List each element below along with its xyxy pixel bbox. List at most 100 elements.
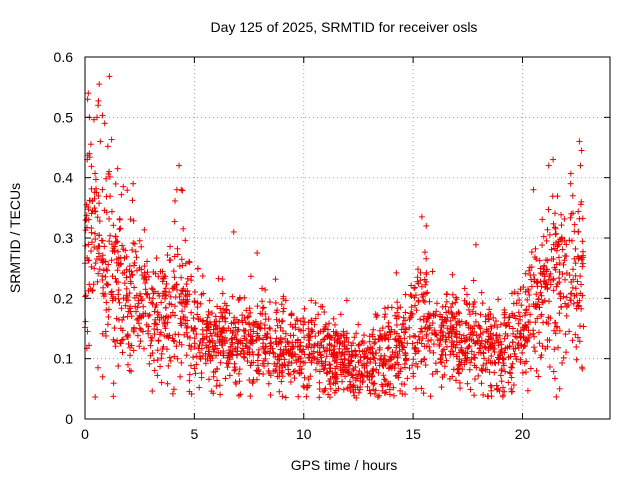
data-point bbox=[477, 325, 484, 332]
data-point bbox=[448, 309, 455, 316]
data-point bbox=[544, 257, 551, 264]
data-point bbox=[214, 333, 221, 340]
data-point bbox=[186, 342, 193, 349]
data-point bbox=[495, 386, 502, 393]
data-point bbox=[113, 238, 120, 245]
data-point bbox=[113, 278, 120, 285]
data-point bbox=[245, 313, 252, 320]
y-tick-label: 0.2 bbox=[54, 290, 74, 306]
data-point bbox=[415, 280, 422, 287]
data-point bbox=[104, 143, 111, 150]
data-point bbox=[458, 335, 465, 342]
data-point bbox=[225, 360, 232, 367]
data-point bbox=[193, 353, 200, 360]
data-point bbox=[279, 328, 286, 335]
data-point bbox=[191, 299, 198, 306]
data-point bbox=[465, 324, 472, 331]
data-point bbox=[142, 286, 149, 293]
data-point bbox=[267, 325, 274, 332]
data-point bbox=[397, 304, 404, 311]
data-point bbox=[418, 340, 425, 347]
data-point bbox=[552, 319, 559, 326]
data-point bbox=[512, 345, 519, 352]
data-point bbox=[325, 391, 332, 398]
data-point bbox=[574, 278, 581, 285]
data-point bbox=[251, 321, 258, 328]
data-point bbox=[406, 333, 413, 340]
data-point bbox=[119, 349, 126, 356]
data-point bbox=[246, 321, 253, 328]
data-point bbox=[290, 368, 297, 375]
data-point bbox=[259, 360, 266, 367]
data-point bbox=[171, 353, 178, 360]
data-point bbox=[236, 295, 243, 302]
data-point bbox=[561, 215, 568, 222]
data-point bbox=[278, 352, 285, 359]
data-point bbox=[421, 276, 428, 283]
data-point bbox=[414, 266, 421, 273]
data-point bbox=[486, 306, 493, 313]
data-point bbox=[155, 273, 162, 280]
data-point bbox=[228, 336, 235, 343]
data-point bbox=[176, 263, 183, 270]
data-point bbox=[308, 326, 315, 333]
data-point bbox=[172, 197, 179, 204]
data-point bbox=[260, 336, 267, 343]
data-point bbox=[463, 357, 470, 364]
data-point bbox=[422, 281, 429, 288]
data-point bbox=[567, 290, 574, 297]
data-point bbox=[163, 280, 170, 287]
data-point bbox=[194, 265, 201, 272]
data-point bbox=[563, 270, 570, 277]
data-point bbox=[532, 245, 539, 252]
data-point bbox=[158, 355, 165, 362]
data-point bbox=[235, 392, 242, 399]
data-point bbox=[541, 262, 548, 269]
data-point bbox=[182, 237, 189, 244]
data-point bbox=[354, 384, 361, 391]
data-point bbox=[126, 367, 133, 374]
data-point bbox=[445, 330, 452, 337]
data-point bbox=[411, 285, 418, 292]
data-point bbox=[355, 321, 362, 328]
data-point bbox=[177, 290, 184, 297]
data-point bbox=[169, 309, 176, 316]
data-point bbox=[368, 373, 375, 380]
data-point bbox=[132, 303, 139, 310]
data-point bbox=[235, 318, 242, 325]
y-tick-label: 0.3 bbox=[54, 230, 74, 246]
data-point bbox=[418, 385, 425, 392]
data-point bbox=[169, 285, 176, 292]
data-point bbox=[167, 293, 174, 300]
data-point bbox=[550, 368, 557, 375]
data-point bbox=[179, 187, 186, 194]
data-point bbox=[484, 393, 491, 400]
data-point bbox=[430, 341, 437, 348]
data-point bbox=[211, 318, 218, 325]
data-point bbox=[130, 180, 137, 187]
data-point bbox=[229, 293, 236, 300]
data-point bbox=[117, 325, 124, 332]
data-point bbox=[516, 297, 523, 304]
data-point bbox=[94, 214, 101, 221]
data-point bbox=[558, 211, 565, 218]
data-point bbox=[379, 360, 386, 367]
data-point bbox=[228, 335, 235, 342]
data-point bbox=[450, 351, 457, 358]
data-point bbox=[131, 240, 138, 247]
data-point bbox=[121, 280, 128, 287]
data-point bbox=[197, 315, 204, 322]
data-point bbox=[487, 382, 494, 389]
data-point bbox=[259, 305, 266, 312]
data-point bbox=[107, 232, 114, 239]
data-point bbox=[244, 314, 251, 321]
data-point bbox=[306, 340, 313, 347]
data-point bbox=[176, 299, 183, 306]
data-point bbox=[397, 365, 404, 372]
data-point bbox=[550, 156, 557, 163]
data-point bbox=[193, 361, 200, 368]
data-point bbox=[330, 379, 337, 386]
data-point bbox=[320, 388, 327, 395]
data-point bbox=[88, 163, 95, 170]
data-point bbox=[550, 277, 557, 284]
